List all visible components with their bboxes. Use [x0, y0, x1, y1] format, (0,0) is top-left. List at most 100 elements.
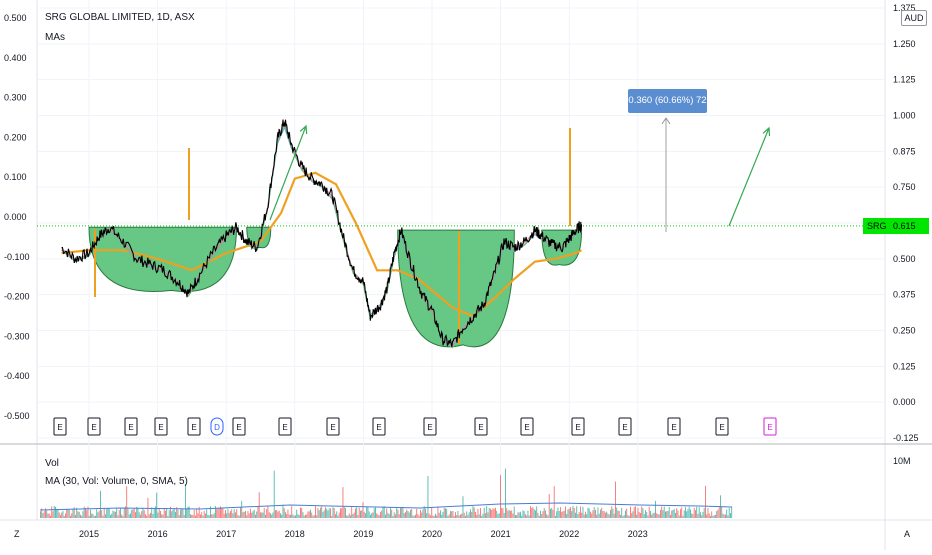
- right-axis-tick: 1.375: [893, 3, 916, 13]
- volume-bar: [493, 508, 495, 518]
- volume-bar: [232, 513, 234, 518]
- volume-bar: [181, 508, 183, 518]
- volume-bar: [447, 515, 449, 518]
- earnings-marker-box: [326, 417, 340, 436]
- volume-bar: [395, 514, 396, 518]
- indicator-label[interactable]: MAs: [45, 32, 65, 43]
- earnings-marker-label: E: [575, 423, 580, 432]
- volume-bar: [220, 506, 221, 518]
- goto-date-button[interactable]: Z: [14, 529, 20, 539]
- volume-bar: [247, 510, 249, 518]
- time-axis-tick: 2017: [216, 529, 236, 539]
- volume-bar: [710, 515, 711, 518]
- volume-bar: [240, 507, 241, 518]
- volume-bar: [372, 512, 374, 518]
- volume-bar: [111, 513, 113, 518]
- currency-button[interactable]: AUD: [901, 10, 927, 26]
- earnings-marker: E: [87, 417, 101, 436]
- volume-bar: [117, 515, 119, 518]
- volume-bar: [347, 515, 349, 518]
- volume-bar: [667, 511, 669, 518]
- earnings-marker-box: [474, 417, 488, 436]
- earnings-marker-box: [667, 417, 681, 436]
- earnings-marker: E: [423, 417, 437, 436]
- volume-bar: [545, 510, 546, 518]
- volume-bar: [406, 509, 408, 518]
- volume-bar: [445, 508, 446, 518]
- volume-bar: [78, 511, 80, 518]
- volume-bar: [535, 510, 536, 518]
- volume-bar: [626, 508, 628, 518]
- earnings-marker: E: [715, 417, 729, 436]
- volume-bar: [56, 509, 58, 518]
- volume-bar: [378, 515, 380, 518]
- right-axis-tick: 1.125: [893, 75, 916, 85]
- time-axis-tick: 2019: [353, 529, 373, 539]
- volume-bar: [477, 508, 479, 518]
- volume-bar: [460, 514, 461, 518]
- cup-pattern: [397, 229, 515, 348]
- volume-bar: [530, 506, 531, 518]
- volume-bar: [562, 511, 564, 518]
- volume-bar: [298, 514, 300, 518]
- volume-bar: [730, 513, 731, 518]
- volume-bar: [382, 506, 384, 518]
- volume-bar: [262, 512, 264, 518]
- volume-bar: [721, 506, 723, 518]
- volume-bar: [722, 513, 724, 518]
- right-axis-tick: 1.250: [893, 39, 916, 49]
- volume-bar: [590, 511, 591, 518]
- volume-bar: [591, 513, 593, 518]
- volume-bar: [421, 512, 423, 518]
- auto-scale-button[interactable]: A: [904, 529, 911, 539]
- volume-bar: [340, 508, 341, 518]
- volume-bar: [271, 514, 273, 518]
- volume-bar: [293, 515, 295, 518]
- volume-bar: [366, 506, 368, 518]
- volume-bar: [183, 514, 185, 518]
- earnings-marker: E: [124, 417, 138, 436]
- volume-bar: [526, 515, 528, 518]
- volume-bar: [135, 512, 136, 518]
- volume-bar: [296, 509, 298, 518]
- earnings-marker: E: [667, 417, 681, 436]
- volume-bar: [577, 514, 579, 518]
- volume-bar: [41, 508, 43, 518]
- volume-bar: [142, 507, 144, 518]
- volume-bar: [551, 508, 553, 518]
- volume-bar: [48, 513, 50, 518]
- volume-bar: [485, 513, 486, 518]
- volume-bar: [527, 510, 529, 518]
- volume-bar: [265, 514, 266, 518]
- volume-bar: [170, 506, 171, 518]
- volume-bar: [353, 512, 355, 518]
- volume-bar: [546, 514, 548, 518]
- volume-bar: [696, 506, 698, 518]
- volume-bar: [655, 500, 656, 518]
- volume-bar: [403, 513, 405, 518]
- volume-ma-label[interactable]: MA (30, Vol: Volume, 0, SMA, 5): [45, 476, 188, 487]
- earnings-marker-box: [53, 417, 67, 436]
- volume-label[interactable]: Vol: [45, 458, 59, 469]
- volume-bar: [367, 507, 369, 518]
- earnings-marker: E: [763, 417, 777, 436]
- earnings-marker-box: [763, 417, 777, 436]
- volume-bar: [711, 511, 713, 518]
- volume-bar: [96, 509, 98, 518]
- volume-bar: [540, 510, 541, 518]
- volume-bar: [50, 515, 51, 518]
- volume-bar: [371, 513, 373, 518]
- volume-bar: [257, 506, 259, 518]
- volume-bar: [338, 512, 340, 518]
- volume-bar: [141, 511, 143, 518]
- earnings-marker-box: [87, 417, 101, 436]
- volume-bar: [132, 509, 134, 518]
- volume-bar: [252, 511, 254, 518]
- time-axis-tick: 2021: [491, 529, 511, 539]
- volume-bar: [193, 509, 195, 518]
- volume-bar: [660, 509, 661, 518]
- earnings-marker-box: [571, 417, 585, 436]
- volume-bar: [587, 507, 589, 518]
- volume-bar: [480, 508, 481, 518]
